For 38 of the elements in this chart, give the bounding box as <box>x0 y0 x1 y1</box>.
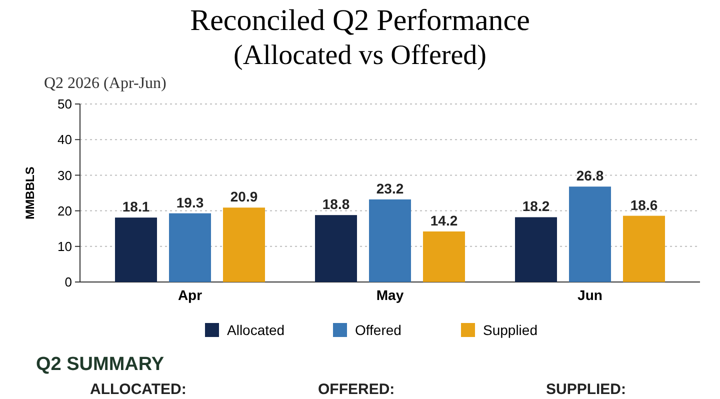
data-label: 19.3 <box>176 194 204 210</box>
text: SUPPLIED: <box>546 381 626 398</box>
data-label: 18.6 <box>630 196 658 213</box>
data-label: 20.9 <box>230 188 258 205</box>
bar <box>515 217 557 282</box>
bar <box>315 215 357 282</box>
y-tick-label: 10 <box>58 238 72 254</box>
bar <box>169 213 211 282</box>
text: ALLOCATED: <box>90 381 186 398</box>
data-label: 18.2 <box>522 198 550 214</box>
y-tick-label: 30 <box>58 168 72 183</box>
bar <box>423 231 465 282</box>
y-tick-label: 20 <box>58 203 72 218</box>
data-label: 14.2 <box>430 212 458 228</box>
data-label: 18.1 <box>122 198 150 215</box>
chart-subtitle: (Allocated vs Offered) <box>234 40 486 71</box>
text: Q2 SUMMARY <box>36 354 164 375</box>
legend-label: Offered <box>355 322 402 338</box>
bar <box>369 199 411 282</box>
data-label: 26.8 <box>576 168 604 184</box>
bar <box>223 208 265 282</box>
bar <box>115 218 157 282</box>
x-tick-label: Apr <box>178 287 203 303</box>
y-tick-label: 50 <box>58 96 72 112</box>
text: OFFERED: <box>318 381 395 398</box>
text: Q2 2026 (Apr-Jun) <box>44 75 166 92</box>
bar <box>569 186 611 282</box>
x-tick-label: May <box>376 287 404 303</box>
data-label: 18.8 <box>322 196 350 212</box>
y-tick-label: 40 <box>58 132 72 148</box>
y-axis-title: MMBBLS <box>23 166 37 220</box>
bar <box>623 216 665 282</box>
y-tick-label: 0 <box>64 274 72 290</box>
x-tick-label: Jun <box>578 287 602 303</box>
data-label: 23.2 <box>376 180 404 196</box>
chart-title: Reconciled Q2 Performance <box>190 4 530 37</box>
legend-label: Allocated <box>227 322 285 338</box>
legend-label: Supplied <box>483 322 538 338</box>
